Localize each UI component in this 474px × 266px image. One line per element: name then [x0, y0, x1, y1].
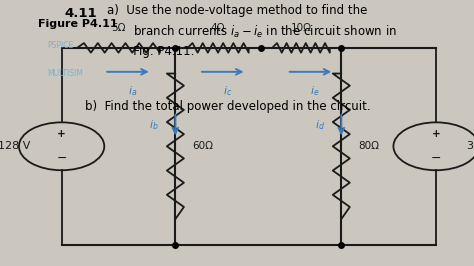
Text: $i_a$: $i_a$ [128, 84, 137, 98]
Text: −: − [431, 152, 441, 165]
Text: $i_b$: $i_b$ [149, 118, 159, 132]
Text: −: − [56, 152, 67, 165]
Text: 80Ω: 80Ω [358, 141, 379, 151]
Text: 10Ω: 10Ω [291, 23, 311, 33]
Text: 5Ω: 5Ω [111, 23, 126, 33]
Text: 4Ω: 4Ω [211, 23, 225, 33]
Text: MULTISIM: MULTISIM [47, 69, 83, 78]
Text: +: + [432, 129, 440, 139]
Text: a)  Use the node-voltage method to find the
       branch currents $i_a - i_e$ i: a) Use the node-voltage method to find t… [107, 4, 396, 58]
Text: 4.11: 4.11 [64, 7, 97, 20]
Text: 128 V: 128 V [0, 141, 30, 151]
Text: b)  Find the total power developed in the circuit.: b) Find the total power developed in the… [85, 99, 371, 113]
Text: Figure P4.11: Figure P4.11 [38, 19, 118, 29]
Text: PSPICE: PSPICE [47, 41, 73, 51]
Text: $i_e$: $i_e$ [310, 84, 320, 98]
Text: $i_d$: $i_d$ [315, 118, 325, 132]
Text: +: + [57, 129, 66, 139]
Text: $i_c$: $i_c$ [223, 84, 232, 98]
Text: 320 V: 320 V [467, 141, 474, 151]
Text: 60Ω: 60Ω [192, 141, 213, 151]
